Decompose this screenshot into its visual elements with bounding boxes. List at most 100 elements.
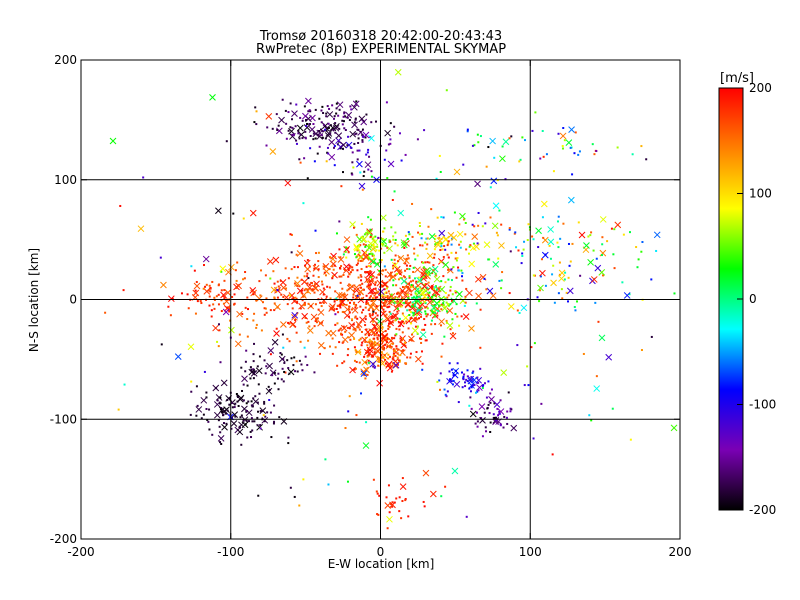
- scatter-dot-point: [325, 160, 328, 163]
- scatter-dot-point: [228, 403, 231, 406]
- scatter-dot-point: [377, 334, 380, 337]
- scatter-dot-point: [395, 284, 398, 287]
- scatter-dot-point: [389, 142, 392, 145]
- scatter-dot-point: [282, 380, 285, 383]
- scatter-dot-point: [471, 144, 474, 147]
- scatter-dot-point: [263, 420, 266, 423]
- scatter-dot-point: [288, 340, 291, 343]
- scatter-dot-point: [382, 302, 385, 305]
- scatter-dot-point: [361, 341, 364, 344]
- scatter-dot-point: [305, 288, 308, 291]
- scatter-cross-point: [387, 319, 395, 327]
- scatter-cross-point: [410, 316, 418, 324]
- scatter-dot-point: [370, 175, 373, 178]
- scatter-dot-point: [331, 265, 334, 268]
- scatter-dot-point: [577, 221, 580, 224]
- scatter-dot-point: [628, 231, 631, 234]
- scatter-dot-point: [395, 272, 398, 275]
- scatter-dot-point: [405, 264, 408, 267]
- scatter-dot-point: [467, 252, 470, 255]
- scatter-dot-point: [442, 302, 445, 305]
- scatter-dot-point: [410, 286, 413, 289]
- scatter-dot-point: [455, 303, 458, 306]
- scatter-dot-point: [292, 364, 295, 367]
- scatter-dot-point: [122, 289, 125, 292]
- scatter-dot-point: [621, 281, 624, 284]
- scatter-cross-point: [587, 258, 594, 266]
- scatter-dot-point: [333, 264, 336, 267]
- scatter-dot-point: [278, 416, 281, 419]
- scatter-dot-point: [348, 305, 351, 308]
- scatter-cross-point: [438, 318, 445, 325]
- scatter-dot-point: [325, 295, 328, 298]
- scatter-cross-point: [231, 411, 239, 419]
- scatter-dot-point: [422, 500, 425, 503]
- scatter-cross-point: [373, 304, 380, 312]
- scatter-dot-point: [382, 310, 385, 313]
- scatter-dot-point: [371, 313, 374, 316]
- scatter-cross-point: [193, 282, 201, 290]
- scatter-dot-point: [208, 428, 211, 431]
- scatter-dot-point: [364, 377, 367, 380]
- scatter-dot-point: [601, 243, 604, 246]
- scatter-dot-point: [482, 384, 485, 387]
- scatter-dot-point: [432, 304, 435, 307]
- scatter-dot-point: [451, 383, 454, 386]
- scatter-dot-point: [364, 340, 367, 343]
- scatter-dot-point: [208, 304, 211, 307]
- scatter-cross-point: [377, 288, 385, 295]
- scatter-dot-point: [411, 305, 414, 308]
- scatter-cross-point: [491, 222, 499, 230]
- scatter-dot-point: [427, 271, 430, 274]
- scatter-dot-point: [481, 435, 484, 438]
- scatter-dot-point: [299, 340, 302, 343]
- scatter-cross-point: [353, 244, 361, 252]
- scatter-dot-point: [506, 410, 509, 413]
- scatter-dot-point: [265, 365, 268, 368]
- scatter-dot-point: [539, 157, 542, 160]
- scatter-cross-point: [493, 401, 501, 408]
- scatter-dot-point: [622, 233, 625, 236]
- scatter-cross-point: [402, 314, 410, 322]
- scatter-dot-point: [246, 384, 249, 387]
- scatter-dot-point: [269, 309, 272, 312]
- scatter-dot-point: [420, 350, 423, 353]
- scatter-cross-point: [459, 297, 467, 305]
- scatter-dot-point: [384, 238, 387, 241]
- scatter-cross-point: [479, 416, 486, 424]
- scatter-dot-point: [362, 308, 365, 311]
- scatter-dot-point: [338, 275, 341, 278]
- scatter-dot-point: [458, 243, 461, 246]
- scatter-dot-point: [471, 384, 474, 387]
- scatter-dot-point: [306, 364, 309, 367]
- scatter-dot-point: [226, 409, 229, 412]
- scatter-dot-point: [254, 106, 257, 109]
- scatter-dot-point: [374, 235, 377, 238]
- scatter-dot-point: [367, 361, 370, 364]
- scatter-dot-point: [484, 222, 487, 225]
- scatter-dot-point: [298, 137, 301, 140]
- scatter-dot-point: [307, 277, 310, 280]
- scatter-dot-point: [287, 436, 290, 439]
- scatter-dot-point: [368, 334, 371, 337]
- scatter-dot-point: [501, 271, 504, 274]
- scatter-dot-point: [387, 143, 390, 146]
- scatter-dot-point: [450, 268, 453, 271]
- scatter-dot-point: [355, 132, 358, 135]
- scatter-dot-point: [328, 345, 331, 348]
- scatter-cross-point: [220, 291, 227, 299]
- scatter-dot-point: [253, 342, 256, 345]
- scatter-dot-point: [304, 316, 307, 319]
- y-tick-label: 100: [54, 173, 77, 187]
- scatter-dot-point: [195, 385, 198, 388]
- scatter-dot-point: [381, 326, 384, 329]
- scatter-dot-point: [378, 494, 381, 497]
- scatter-dot-point: [296, 370, 299, 373]
- scatter-dot-point: [401, 477, 404, 480]
- scatter-dot-point: [273, 420, 276, 423]
- scatter-dot-point: [432, 269, 435, 272]
- scatter-dot-point: [411, 311, 414, 314]
- scatter-dot-point: [460, 315, 463, 318]
- scatter-dot-point: [606, 240, 609, 243]
- scatter-dot-point: [265, 144, 268, 147]
